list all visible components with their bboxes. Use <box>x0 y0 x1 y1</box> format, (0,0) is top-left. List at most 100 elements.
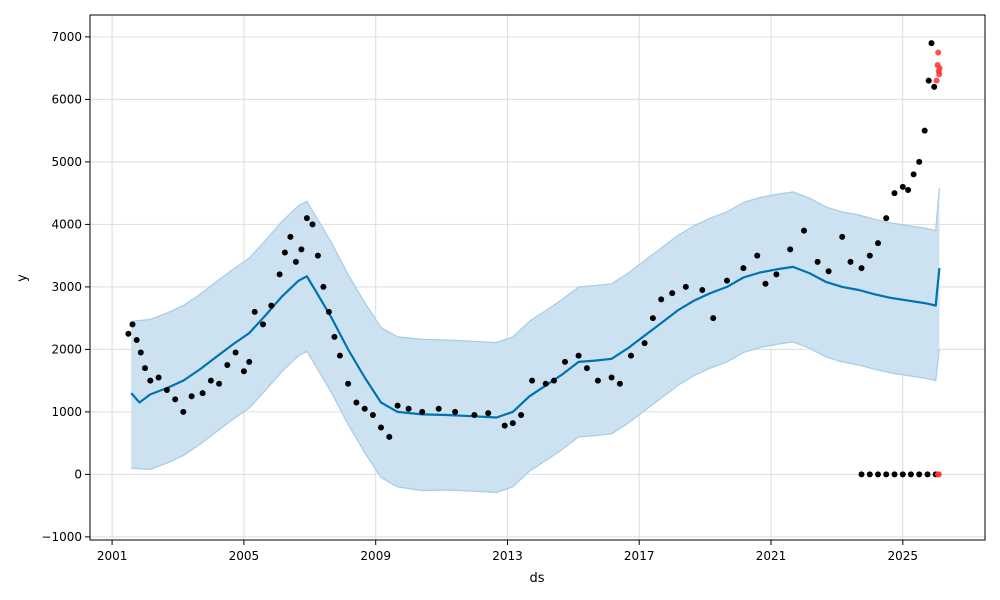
observed-point <box>562 358 568 365</box>
observed-point <box>501 422 508 429</box>
x-tick-label: 2021 <box>756 549 787 563</box>
observed-point <box>658 296 665 303</box>
observed-point <box>928 40 935 47</box>
observed-point <box>485 410 492 417</box>
observed-point <box>147 377 154 384</box>
observed-point <box>336 352 343 359</box>
observed-point <box>216 380 223 387</box>
observed-point <box>394 402 401 409</box>
observed-point <box>180 408 187 415</box>
y-axis-title: y <box>15 274 30 282</box>
outlier-point <box>936 65 943 72</box>
uncertainty-upper-line <box>131 188 940 344</box>
observed-point <box>669 290 676 297</box>
observed-point <box>298 246 305 253</box>
observed-point <box>858 471 865 478</box>
observed-point <box>509 420 516 427</box>
observed-point <box>361 405 368 412</box>
observed-point <box>925 77 932 84</box>
observed-point <box>314 252 321 259</box>
observed-point <box>471 412 478 418</box>
observed-point <box>699 287 706 293</box>
x-tick-label: 2005 <box>229 549 260 563</box>
observed-point <box>773 271 780 278</box>
observed-point <box>224 362 231 368</box>
observed-point <box>405 405 412 412</box>
y-tick-label: 0 <box>74 467 82 481</box>
observed-point <box>199 390 206 397</box>
observed-point <box>891 471 898 478</box>
y-tick-label: 7000 <box>51 30 82 44</box>
observed-point <box>133 337 140 343</box>
plot-frame <box>89 14 986 541</box>
observed-points <box>125 40 939 478</box>
observed-point <box>240 368 247 375</box>
x-tick-label: 2013 <box>492 549 523 563</box>
observed-point <box>866 252 873 259</box>
observed-point <box>268 302 275 309</box>
y-tick-label: 6000 <box>51 92 82 106</box>
observed-point <box>825 268 832 275</box>
observed-point <box>163 387 170 393</box>
observed-point <box>287 233 294 240</box>
observed-point <box>847 258 854 265</box>
y-axis: −1000 0 1000 2000 3000 4000 5000 6000 7000 <box>41 30 90 544</box>
observed-point <box>325 308 332 315</box>
observed-point <box>583 365 590 372</box>
observed-point <box>883 471 890 478</box>
outlier-point <box>933 77 940 84</box>
observed-point <box>905 187 912 193</box>
observed-point <box>246 358 253 365</box>
x-axis-title: ds <box>529 571 544 586</box>
observed-point <box>907 471 914 478</box>
observed-point <box>899 471 906 478</box>
x-tick-label: 2001 <box>97 549 128 563</box>
observed-point <box>616 380 623 387</box>
observed-point <box>875 240 881 247</box>
y-tick-label: 3000 <box>51 280 82 294</box>
observed-point <box>875 471 881 478</box>
outlier-point <box>935 49 942 56</box>
observed-point <box>251 308 258 315</box>
observed-point <box>641 340 648 347</box>
observed-point <box>188 393 195 400</box>
y-tick-label: 5000 <box>51 155 82 169</box>
observed-point <box>452 408 459 415</box>
observed-point <box>518 412 525 418</box>
observed-point <box>419 408 426 415</box>
observed-point <box>320 283 327 290</box>
observed-point <box>924 471 931 478</box>
x-tick-label: 2025 <box>888 549 919 563</box>
observed-point <box>386 433 393 440</box>
outlier-point <box>935 471 942 478</box>
observed-point <box>378 424 384 431</box>
observed-point <box>921 127 928 134</box>
observed-point <box>916 471 923 478</box>
observed-point <box>866 471 873 478</box>
observed-point <box>899 183 906 190</box>
observed-point <box>594 377 601 384</box>
observed-point <box>814 258 821 265</box>
observed-point <box>353 399 360 406</box>
observed-point <box>435 405 442 412</box>
observed-point <box>129 321 136 328</box>
observed-point <box>883 215 890 222</box>
observed-point <box>839 233 846 240</box>
x-tick-label: 2017 <box>624 549 655 563</box>
observed-point <box>628 352 634 359</box>
y-tick-label: 2000 <box>51 342 82 356</box>
observed-point <box>125 330 132 337</box>
y-tick-label: −1000 <box>41 530 82 544</box>
observed-point <box>608 374 615 381</box>
observed-point <box>916 158 923 165</box>
y-tick-label: 1000 <box>51 405 82 419</box>
observed-point <box>137 349 144 356</box>
observed-point <box>801 227 807 234</box>
outlier-point <box>936 71 943 78</box>
observed-point <box>858 265 865 272</box>
uncertainty-band <box>131 188 940 494</box>
x-axis: 2001 2005 2009 2013 2017 2021 2025 <box>97 540 918 563</box>
observed-point <box>142 365 148 372</box>
observed-point <box>724 277 730 284</box>
